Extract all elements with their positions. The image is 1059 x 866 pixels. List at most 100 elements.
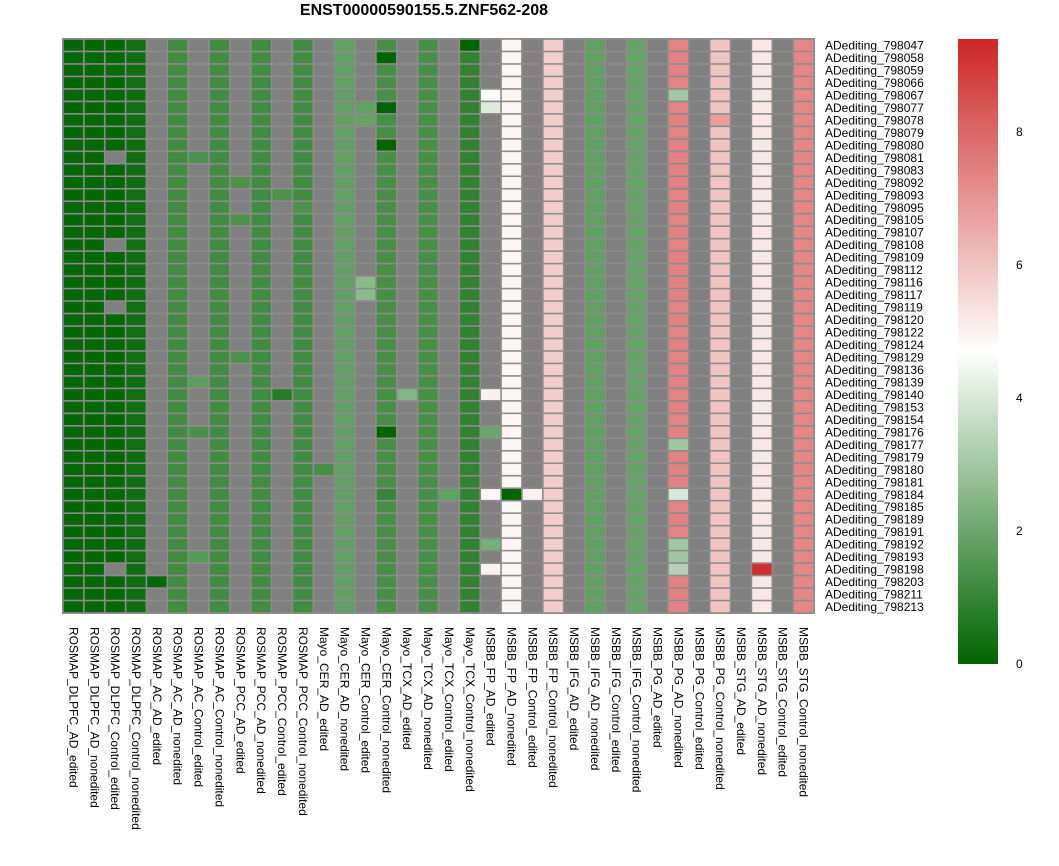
heatmap-cell: [481, 114, 501, 126]
heatmap-cell: [418, 351, 438, 363]
heatmap-cell: [627, 563, 647, 575]
heatmap-cell: [126, 389, 146, 401]
heatmap-cell: [543, 538, 563, 550]
heatmap-cell: [710, 538, 730, 550]
heatmap-cell: [188, 501, 209, 513]
heatmap-cell: [710, 351, 730, 363]
heatmap-cell: [168, 464, 188, 475]
heatmap-cell: [460, 202, 480, 213]
heatmap-cell: [84, 501, 104, 513]
heatmap-cell: [209, 139, 230, 151]
column-label: MSBB_FP_Control_nonedited: [546, 627, 560, 788]
heatmap-cell: [230, 164, 250, 176]
heatmap-cell: [84, 426, 104, 438]
heatmap-cell: [627, 538, 647, 550]
heatmap-cell: [522, 102, 542, 114]
heatmap-cell: [752, 326, 772, 338]
heatmap-cell: [564, 451, 584, 463]
heatmap-cell: [627, 152, 647, 163]
heatmap-cell: [752, 139, 772, 151]
heatmap-cell: [752, 476, 772, 488]
heatmap-cell: [230, 526, 250, 538]
heatmap-cell: [585, 601, 605, 613]
heatmap-cell: [481, 102, 501, 114]
heatmap-cell: [460, 376, 480, 388]
heatmap-cell: [105, 202, 125, 213]
heatmap-cell: [668, 139, 689, 151]
heatmap-cell: [334, 52, 355, 64]
heatmap-cell: [188, 251, 209, 263]
heatmap-cell: [731, 39, 751, 51]
heatmap-cell: [668, 64, 689, 76]
heatmap-cell: [773, 189, 793, 201]
heatmap-cell: [439, 102, 459, 114]
heatmap-cell: [710, 326, 730, 338]
heatmap-cell: [84, 414, 104, 426]
heatmap-cell: [668, 226, 689, 238]
heatmap-cell: [606, 127, 626, 139]
heatmap-cell: [293, 339, 313, 351]
heatmap-cell: [314, 513, 334, 525]
heatmap-cell: [147, 139, 167, 151]
heatmap-cell: [564, 202, 584, 213]
heatmap-cell: [147, 526, 167, 538]
heatmap-cell: [773, 414, 793, 426]
heatmap-cell: [168, 289, 188, 301]
heatmap-cell: [460, 489, 480, 500]
row-label: ADediting_798058: [825, 51, 924, 65]
heatmap-cell: [752, 152, 772, 163]
heatmap-cell: [710, 551, 730, 563]
heatmap-cell: [668, 601, 689, 613]
column-label: ROSMAP_AC_AD_edited: [150, 627, 164, 765]
heatmap-cell: [564, 127, 584, 139]
heatmap-cell: [272, 77, 292, 89]
heatmap-cell: [147, 52, 167, 64]
heatmap-cell: [188, 588, 209, 600]
heatmap-cell: [606, 414, 626, 426]
heatmap-cell: [230, 139, 250, 151]
heatmap-cell: [752, 451, 772, 463]
heatmap-cell: [314, 451, 334, 463]
heatmap-cell: [272, 226, 292, 238]
heatmap-cell: [501, 264, 522, 276]
heatmap-cell: [522, 189, 542, 201]
heatmap-cell: [585, 364, 605, 376]
heatmap-cell: [647, 102, 668, 114]
heatmap-cell: [481, 239, 501, 251]
heatmap-cell: [376, 351, 396, 363]
heatmap-cell: [564, 177, 584, 188]
heatmap-cell: [585, 513, 605, 525]
heatmap-cell: [752, 414, 772, 426]
heatmap-cell: [209, 513, 230, 525]
heatmap-cell: [188, 127, 209, 139]
heatmap-cell: [501, 226, 522, 238]
heatmap-cell: [710, 439, 730, 450]
heatmap-cell: [460, 464, 480, 475]
heatmap-cell: [188, 401, 209, 413]
heatmap-cell: [147, 401, 167, 413]
heatmap-cell: [147, 451, 167, 463]
heatmap-cell: [63, 364, 84, 376]
heatmap-cell: [543, 601, 563, 613]
heatmap-cell: [147, 189, 167, 201]
heatmap-cell: [314, 52, 334, 64]
heatmap-cell: [105, 289, 125, 301]
heatmap-cell: [585, 389, 605, 401]
heatmap-cell: [501, 476, 522, 488]
column-label: ROSMAP_AC_Control_edited: [192, 627, 206, 787]
heatmap-cell: [731, 301, 751, 313]
heatmap-cell: [188, 214, 209, 226]
heatmap-cell: [63, 601, 84, 613]
heatmap-cell: [188, 414, 209, 426]
heatmap-cell: [439, 202, 459, 213]
heatmap-cell: [439, 326, 459, 338]
heatmap-cell: [606, 538, 626, 550]
heatmap-cell: [439, 451, 459, 463]
heatmap-cell: [168, 339, 188, 351]
heatmap-cell: [105, 339, 125, 351]
heatmap-cell: [168, 538, 188, 550]
heatmap-cell: [126, 414, 146, 426]
heatmap-cell: [334, 276, 355, 288]
heatmap-cell: [418, 376, 438, 388]
heatmap-cell: [647, 226, 668, 238]
